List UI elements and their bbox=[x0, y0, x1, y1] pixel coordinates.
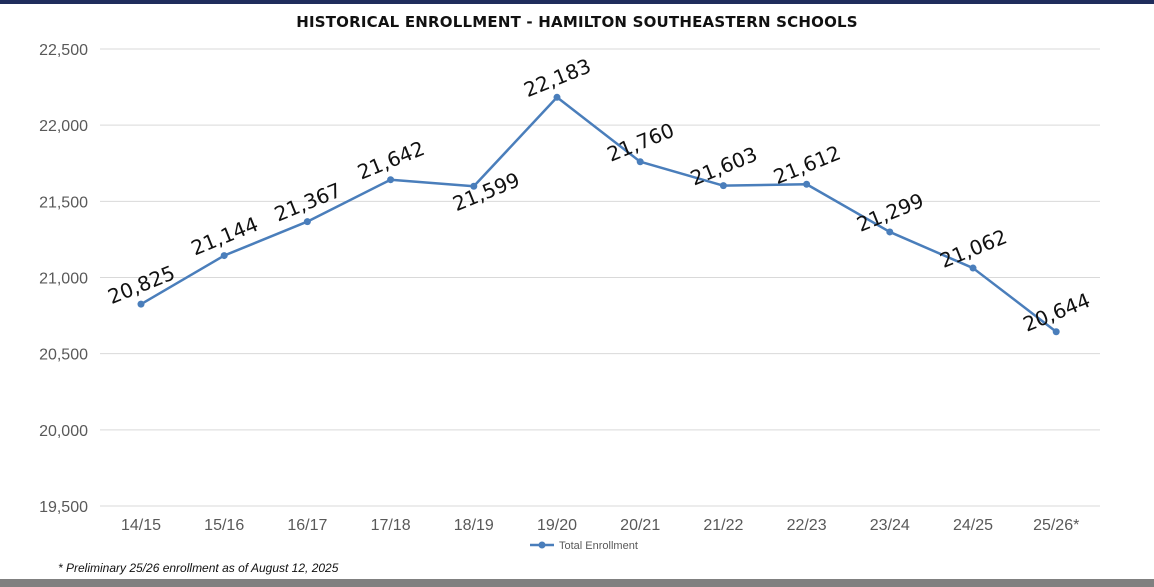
data-point bbox=[969, 264, 977, 272]
y-tick-label: 20,500 bbox=[39, 347, 88, 364]
x-tick-label: 18/19 bbox=[454, 517, 494, 534]
data-point bbox=[553, 93, 561, 101]
x-tick-label: 14/15 bbox=[121, 517, 161, 534]
data-point bbox=[470, 182, 478, 190]
x-tick-label: 23/24 bbox=[870, 517, 910, 534]
bottom-border-bar bbox=[0, 579, 1154, 587]
x-tick-label: 24/25 bbox=[953, 517, 993, 534]
y-tick-label: 22,000 bbox=[39, 118, 88, 135]
x-tick-label: 21/22 bbox=[703, 517, 743, 534]
y-tick-label: 21,500 bbox=[39, 194, 88, 211]
x-tick-label: 17/18 bbox=[371, 517, 411, 534]
top-border-bar bbox=[0, 0, 1154, 4]
x-tick-label: 16/17 bbox=[287, 517, 327, 534]
data-point bbox=[803, 180, 811, 188]
y-tick-label: 20,000 bbox=[39, 423, 88, 440]
data-point bbox=[719, 182, 727, 190]
data-point bbox=[636, 158, 644, 166]
x-tick-label: 19/20 bbox=[537, 517, 577, 534]
y-tick-label: 21,000 bbox=[39, 271, 88, 288]
series-line bbox=[140, 96, 1057, 333]
data-point bbox=[1052, 328, 1060, 336]
data-point bbox=[220, 252, 228, 260]
data-point bbox=[137, 300, 145, 308]
x-tick-label: 25/26* bbox=[1033, 517, 1079, 534]
chart-title: HISTORICAL ENROLLMENT - HAMILTON SOUTHEA… bbox=[296, 13, 858, 31]
footnote: * Preliminary 25/26 enrollment as of Aug… bbox=[58, 561, 339, 575]
y-tick-label: 19,500 bbox=[39, 499, 88, 516]
legend-label: Total Enrollment bbox=[559, 540, 638, 552]
data-point bbox=[886, 228, 894, 236]
data-point bbox=[387, 176, 395, 184]
data-point bbox=[303, 218, 311, 226]
y-tick-label: 22,500 bbox=[39, 42, 88, 59]
x-tick-label: 22/23 bbox=[787, 517, 827, 534]
x-tick-label: 20/21 bbox=[620, 517, 660, 534]
x-tick-label: 15/16 bbox=[204, 517, 244, 534]
legend-point-swatch bbox=[538, 541, 546, 549]
